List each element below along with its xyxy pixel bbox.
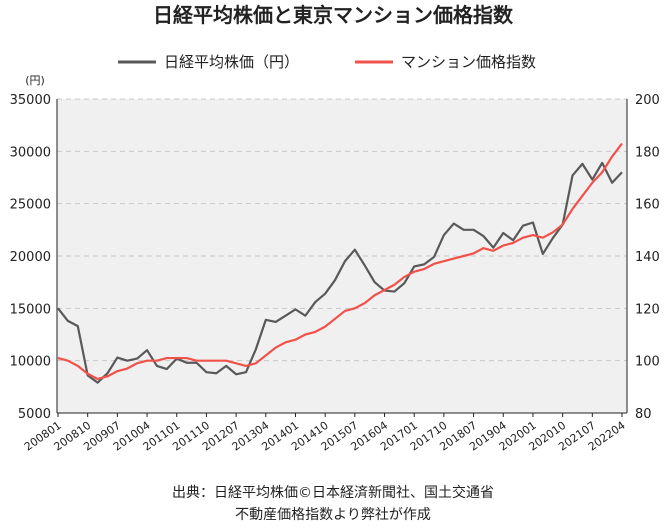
y2-tick-label: 100 [635, 355, 660, 370]
y2-tick-label: 200 [635, 93, 660, 108]
y2-tick-label: 120 [635, 302, 660, 317]
y2-tick-label: 180 [635, 145, 660, 160]
line-series [57, 142, 623, 381]
y2-tick-label: 80 [635, 407, 652, 422]
source: 出典：日経平均株価©日本経済新聞社、国土交通省 [172, 484, 494, 501]
legend-label: 日経平均株価（円） [164, 53, 299, 71]
y-tick-label: 35000 [10, 93, 51, 108]
y-tick-label: 5000 [18, 407, 51, 422]
chart-title: 日経平均株価と東京マンション価格指数 [153, 3, 514, 27]
y2-tick-label: 140 [635, 250, 660, 265]
y-tick-label: 20000 [10, 250, 51, 265]
source: 不動産価格指数より弊社が作成 [235, 507, 431, 523]
y-tick-label: 10000 [10, 355, 51, 370]
legend-label: マンション価格指数 [401, 53, 536, 71]
y2-tick-label: 160 [635, 198, 660, 213]
line-series [57, 161, 623, 384]
y-tick-label: 30000 [10, 145, 51, 160]
y-tick-label: 25000 [10, 198, 51, 213]
y-unit: (円) [25, 74, 45, 87]
y-tick-label: 15000 [10, 302, 51, 317]
